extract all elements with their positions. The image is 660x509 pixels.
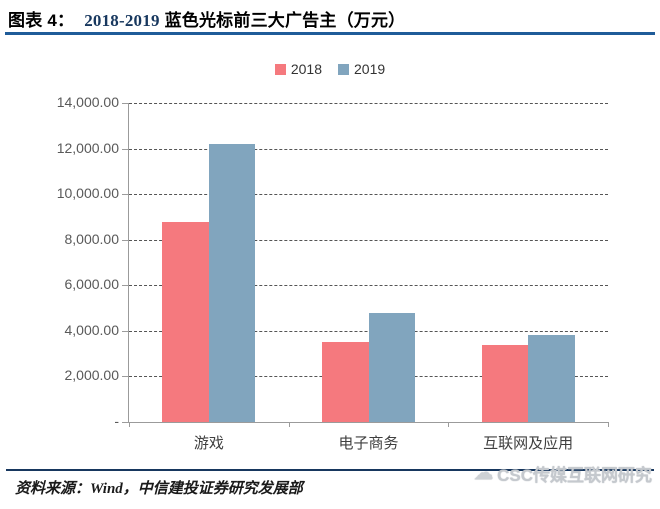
y-axis-tick-label: 8,000.00 — [64, 230, 120, 247]
figure-title: 图表 4： 2018-2019 蓝色光标前三大广告主（万元） — [8, 6, 405, 31]
y-axis-tick — [122, 422, 128, 423]
gridline — [129, 285, 608, 287]
y-axis-tick — [122, 285, 128, 287]
gridline — [129, 148, 608, 150]
legend-label-2018: 2018 — [290, 61, 322, 77]
figure-title-text: 蓝色光标前三大广告主（万元） — [159, 11, 406, 30]
figure-label: 图表 4： — [8, 11, 75, 30]
x-axis-tick — [608, 422, 609, 427]
bar-2019-电子商务 — [368, 312, 415, 422]
y-axis-tick-label: 14,000.00 — [56, 94, 119, 110]
y-axis-tick-label: 10,000.00 — [56, 185, 119, 202]
y-axis-tick-label: 12,000.00 — [56, 139, 119, 156]
cloud-logo-icon: ☁ — [474, 463, 494, 484]
y-axis-tick — [122, 376, 128, 378]
legend-item-2018: 2018 — [274, 61, 322, 77]
gridline — [129, 239, 608, 241]
y-axis-tick-label: 2,000.00 — [64, 367, 120, 384]
x-axis-tick — [448, 422, 450, 427]
data-source-note: 资料来源：Wind，中信建投证券研究发展部 — [15, 481, 303, 497]
y-axis-tick-label: - — [114, 413, 119, 429]
y-axis-tick — [122, 239, 128, 241]
x-category-label: 游戏 — [193, 435, 224, 452]
y-axis-tick-label: 4,000.00 — [64, 321, 120, 338]
bar-2018-游戏 — [162, 221, 209, 422]
y-axis-tick — [122, 194, 128, 196]
watermark-text: CSC传媒互联网研究 — [497, 466, 652, 485]
y-axis-tick-label: 6,000.00 — [64, 276, 120, 293]
x-axis-tick — [129, 422, 130, 427]
title-divider-line — [5, 32, 655, 35]
x-category-label: 互联网及应用 — [483, 435, 574, 452]
legend-marker-2019-icon — [338, 63, 349, 75]
legend-marker-2018-icon — [274, 63, 286, 75]
bar-2019-游戏 — [208, 144, 256, 422]
y-axis-tick — [122, 330, 128, 332]
footer-divider-line — [6, 469, 654, 471]
chart-legend: 2018 2019 — [0, 61, 660, 77]
y-axis-tick — [122, 103, 128, 104]
watermark: ☁ CSC传媒互联网研究 — [474, 461, 652, 486]
bar-2019-互联网及应用 — [528, 335, 575, 422]
plot-area: - 2,000.00 4,000.00 6,000.00 8,000.00 10,000.… — [57, 94, 609, 452]
x-category-label: 电子商务 — [338, 435, 399, 452]
bar-2018-电子商务 — [322, 342, 369, 422]
x-axis-tick — [288, 422, 290, 427]
y-axis-tick — [122, 148, 128, 150]
gridline — [129, 103, 608, 104]
figure-title-years: 2018-2019 — [84, 11, 160, 30]
bar-2018-互联网及应用 — [481, 344, 529, 422]
legend-label-2019: 2019 — [354, 61, 386, 77]
gridline — [129, 194, 608, 196]
legend-item-2019: 2019 — [338, 61, 385, 77]
